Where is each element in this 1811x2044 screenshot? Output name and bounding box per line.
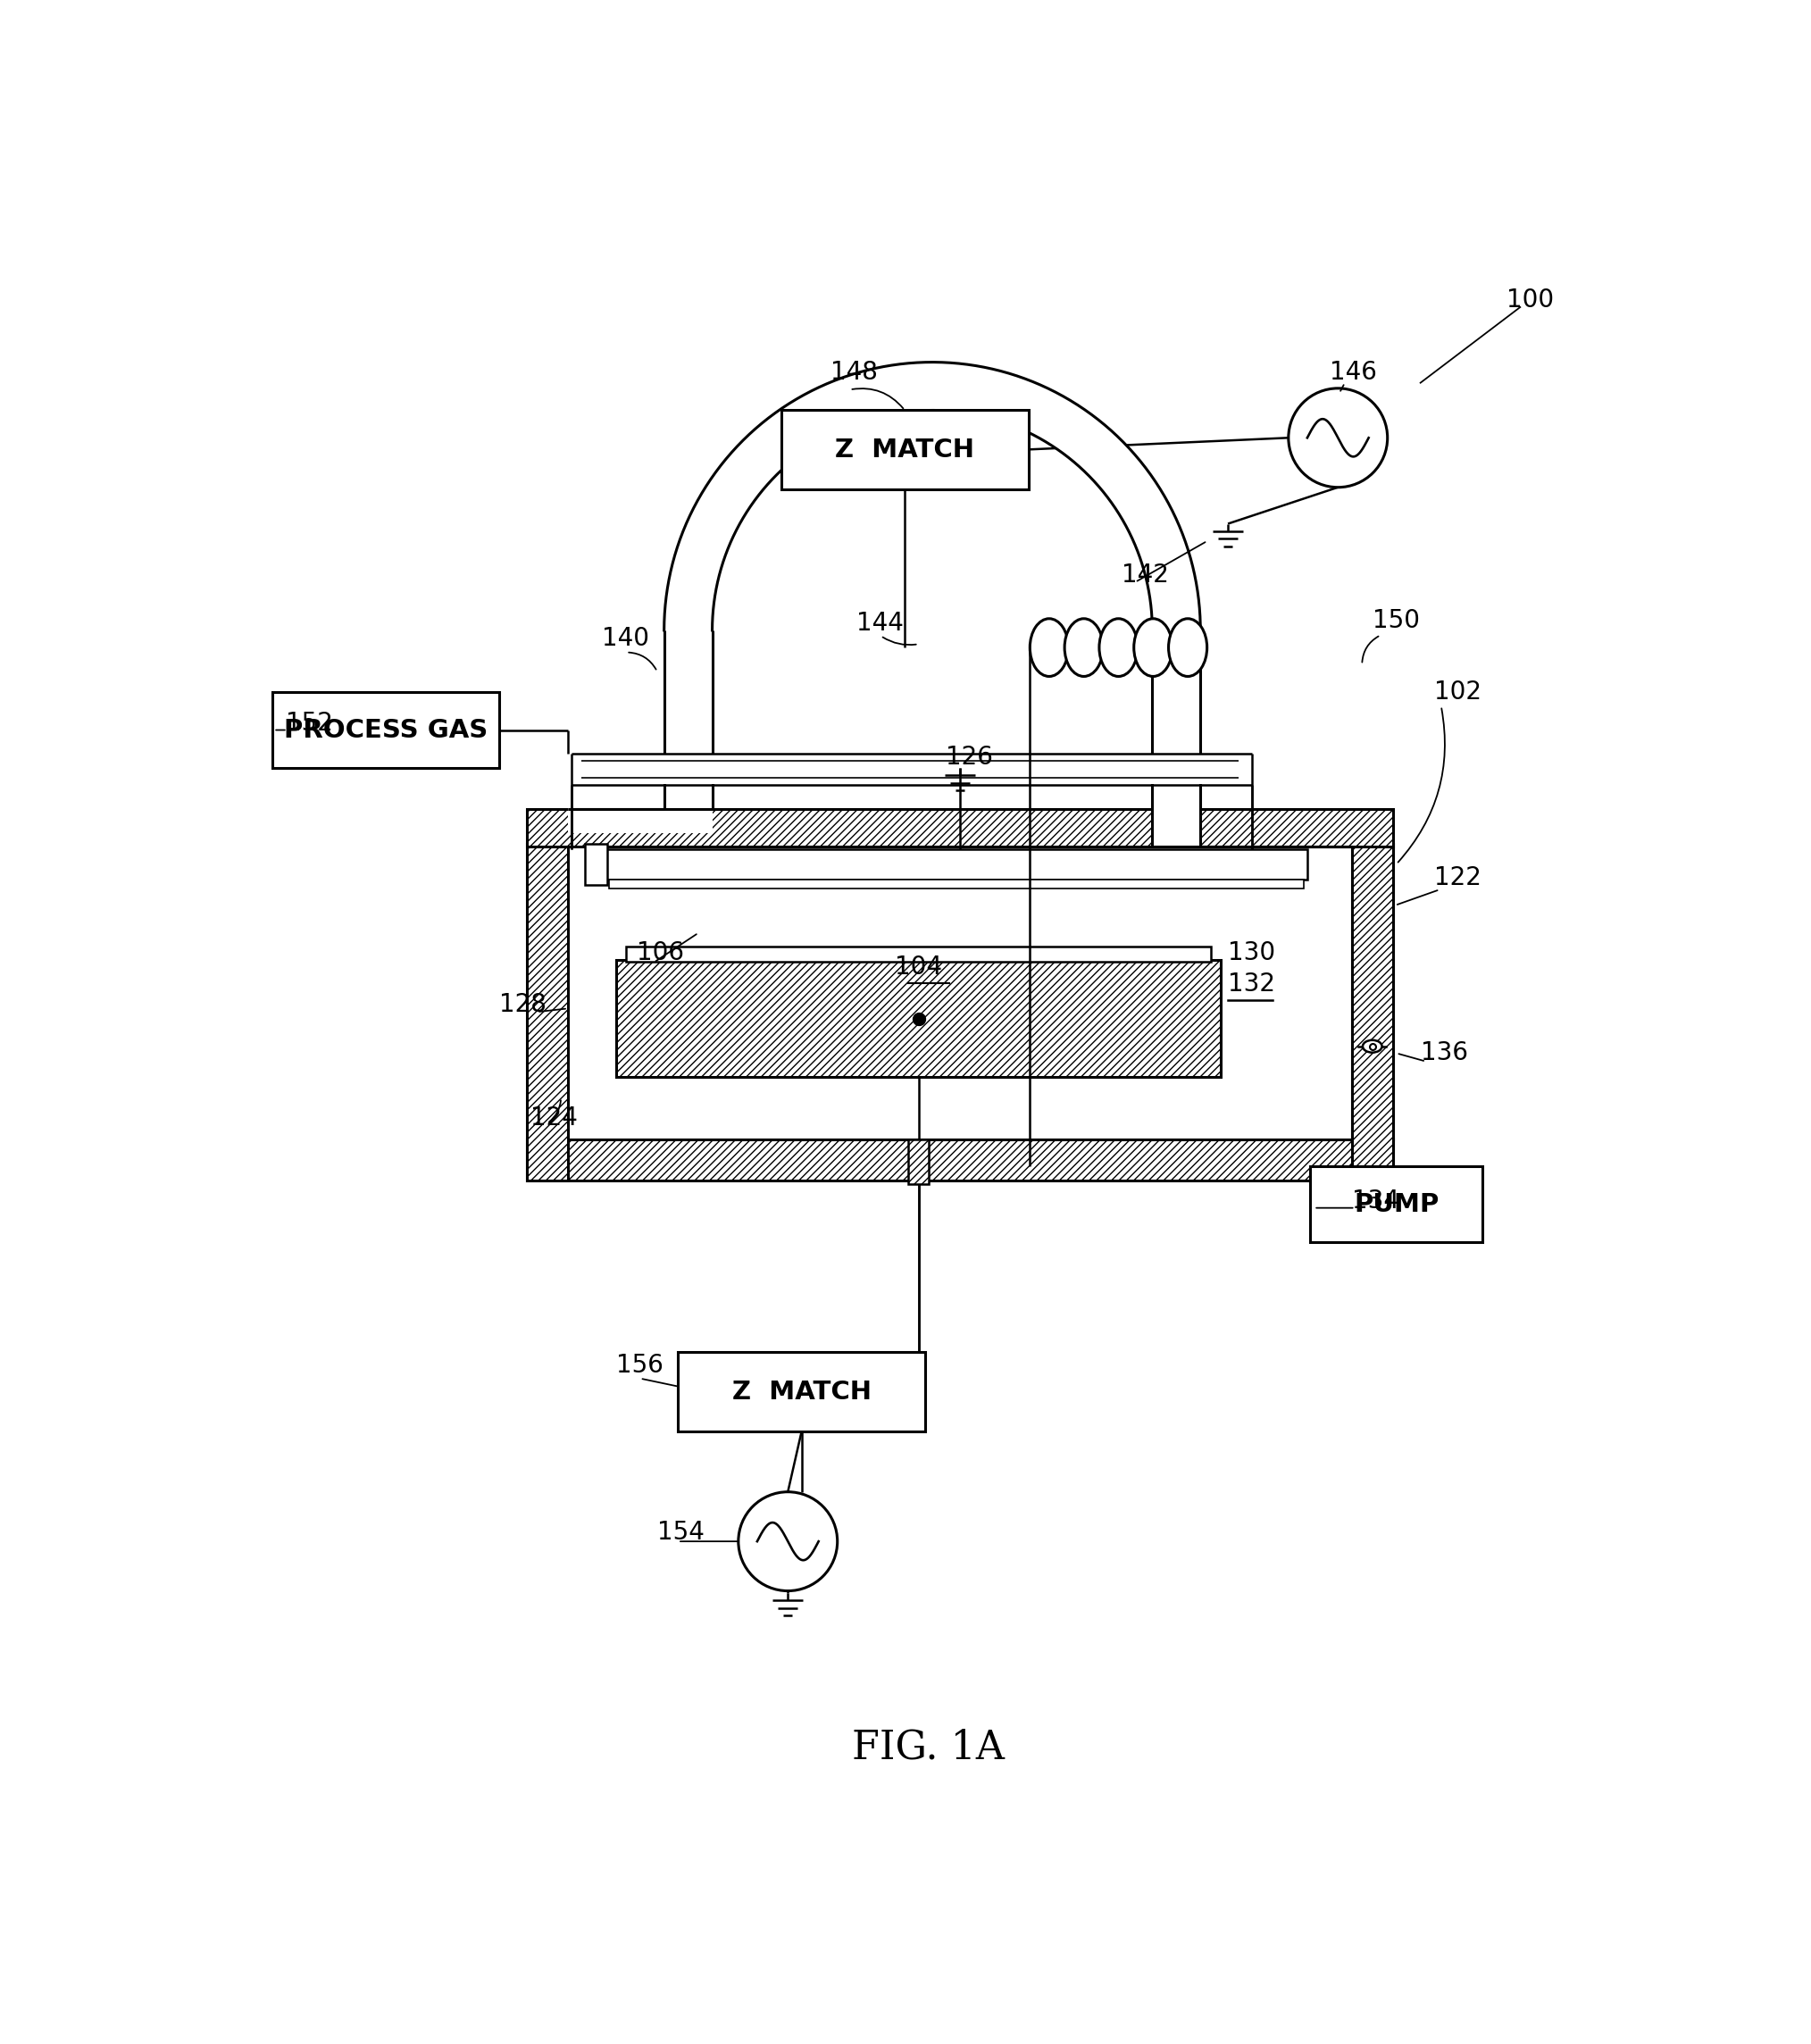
Bar	[627, 946, 1212, 963]
Text: 100: 100	[1507, 288, 1554, 313]
Text: 102: 102	[1434, 679, 1481, 705]
Text: 136: 136	[1420, 1040, 1467, 1065]
Bar	[1351, 844, 1393, 1139]
Text: 154: 154	[657, 1519, 704, 1545]
Text: 132: 132	[1228, 971, 1275, 997]
Text: Z  MATCH: Z MATCH	[835, 437, 974, 462]
Text: Z  MATCH: Z MATCH	[732, 1380, 871, 1404]
Text: 134: 134	[1351, 1188, 1400, 1214]
Text: 106: 106	[637, 940, 685, 965]
Ellipse shape	[1134, 619, 1172, 677]
Bar	[569, 844, 1351, 1139]
Bar	[1311, 1167, 1483, 1243]
Text: 150: 150	[1373, 607, 1420, 634]
Text: 124: 124	[531, 1106, 578, 1130]
Text: 126: 126	[945, 744, 992, 771]
Bar	[1154, 630, 1199, 846]
Text: 104: 104	[895, 955, 942, 979]
Bar	[585, 844, 607, 885]
Bar	[272, 693, 500, 769]
Bar	[781, 411, 1029, 489]
Circle shape	[739, 1492, 837, 1590]
Text: 148: 148	[831, 360, 878, 384]
Ellipse shape	[1168, 619, 1206, 677]
Text: 142: 142	[1121, 562, 1168, 587]
Text: 144: 144	[857, 611, 904, 636]
Text: 140: 140	[603, 625, 650, 650]
Bar	[605, 848, 1308, 879]
Bar	[572, 754, 1208, 785]
Text: 130: 130	[1228, 940, 1275, 965]
Text: PUMP: PUMP	[1355, 1192, 1440, 1216]
Text: PROCESS GAS: PROCESS GAS	[284, 717, 487, 742]
Bar	[527, 1139, 1393, 1179]
Ellipse shape	[1065, 619, 1103, 677]
Polygon shape	[665, 362, 1201, 630]
Text: 156: 156	[616, 1353, 663, 1378]
Bar	[616, 961, 1221, 1077]
Text: 152: 152	[286, 711, 333, 736]
Ellipse shape	[1362, 1040, 1382, 1053]
Circle shape	[1288, 388, 1387, 486]
Bar	[677, 1353, 925, 1431]
Bar	[907, 1139, 929, 1183]
Bar	[527, 809, 1393, 846]
Text: 146: 146	[1329, 360, 1376, 384]
Bar	[1351, 844, 1393, 1179]
Ellipse shape	[1099, 619, 1137, 677]
Text: 122: 122	[1434, 865, 1481, 889]
Bar	[608, 879, 1304, 889]
Bar	[663, 630, 714, 809]
Text: FIG. 1A: FIG. 1A	[851, 1729, 1005, 1766]
Text: 128: 128	[500, 991, 547, 1018]
Ellipse shape	[1030, 619, 1068, 677]
Bar	[569, 785, 712, 834]
Bar	[527, 844, 569, 1179]
